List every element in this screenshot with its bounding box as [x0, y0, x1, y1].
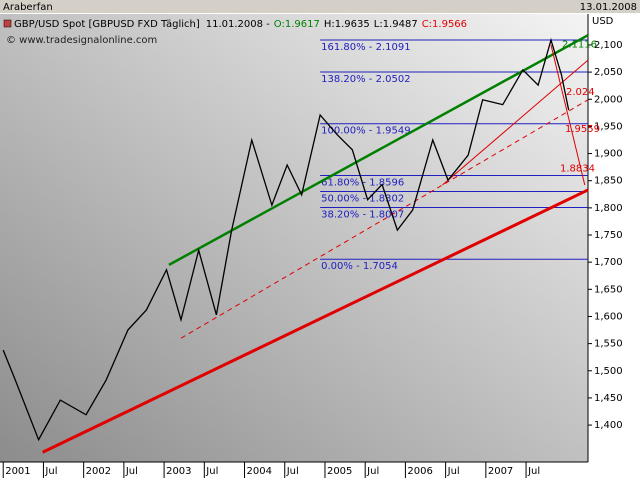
y-tick-label: 1,650 — [594, 284, 623, 295]
fib-label: 0.00% - 1.7054 — [321, 261, 398, 272]
x-tick-label: Jul — [447, 466, 460, 477]
x-tick-label: 2001 — [5, 466, 30, 477]
y-tick-label: 1,500 — [594, 366, 623, 377]
x-tick-label: 2004 — [247, 466, 272, 477]
x-tick-label: Jul — [286, 466, 299, 477]
trend-line — [180, 99, 589, 339]
y-tick-label: 1,450 — [594, 393, 623, 404]
y-tick-label: 2,050 — [594, 67, 623, 78]
trend-line — [442, 59, 589, 186]
y-tick-label: 1,750 — [594, 230, 623, 241]
fib-label: 38.20% - 1.8007 — [321, 209, 404, 220]
trend-line — [41, 188, 589, 454]
y-tick-label: 1,400 — [594, 420, 623, 431]
y-tick-label: 2,000 — [594, 94, 623, 105]
price-line — [2, 37, 570, 442]
y-tick-label: 1,700 — [594, 257, 623, 268]
y-tick-label: 1,950 — [594, 121, 623, 132]
header: GBP/USD Spot [GBPUSD FXD Täglich] — [3, 19, 200, 30]
annotation: 2.024 — [566, 87, 595, 98]
y-unit: USD — [592, 16, 614, 27]
ohlc-value: H:1.9635 — [324, 19, 370, 30]
x-tick-label: Jul — [366, 466, 379, 477]
annotation: 2.1116 — [562, 40, 597, 51]
x-tick-label: 2002 — [86, 466, 111, 477]
trend-line — [168, 34, 589, 266]
x-tick-label: Jul — [205, 466, 218, 477]
fib-label: 138.20% - 2.0502 — [321, 74, 410, 85]
x-tick-label: Jul — [527, 466, 540, 477]
y-tick-label: 1,900 — [594, 149, 623, 160]
fib-label: 161.80% - 2.1091 — [321, 42, 410, 53]
x-tick-label: 2006 — [407, 466, 432, 477]
window-date: 13.01.2008 — [580, 2, 637, 13]
ohlc-value: L:1.9487 — [374, 19, 418, 30]
plot-area — [0, 14, 588, 462]
y-tick-label: 1,550 — [594, 339, 623, 350]
watermark: © www.tradesignalonline.com — [6, 35, 157, 46]
window-bar — [0, 0, 640, 13]
y-tick-label: 1,800 — [594, 203, 623, 214]
ohlc-value: O:1.9617 — [274, 19, 320, 30]
y-tick-label: 1,600 — [594, 311, 623, 322]
fib-label: 50.00% - 1.8302 — [321, 193, 404, 204]
instrument: GBP/USD Spot [GBPUSD FXD Täglich] — [14, 19, 200, 30]
annotation: 1.9559 — [565, 124, 600, 135]
window-title: Araberfan — [3, 2, 53, 13]
x-tick-label: 2007 — [488, 466, 513, 477]
ohlc-value: C:1.9566 — [422, 19, 467, 30]
annotation: 1.8834 — [560, 164, 595, 175]
x-tick-label: Jul — [125, 466, 138, 477]
y-tick-label: 2,100 — [594, 40, 623, 51]
fib-label: 100.00% - 1.9549 — [321, 126, 410, 137]
x-tick-label: 2003 — [166, 466, 191, 477]
header-date: 11.01.2008 - — [206, 19, 270, 30]
trend-line — [550, 44, 586, 186]
x-tick-label: Jul — [44, 466, 57, 477]
icon — [3, 19, 12, 28]
y-tick-label: 1,850 — [594, 176, 623, 187]
x-tick-label: 2005 — [327, 466, 352, 477]
